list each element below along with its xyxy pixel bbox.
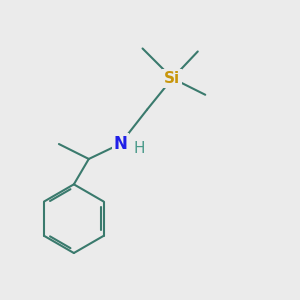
Text: H: H (134, 141, 145, 156)
Text: N: N (113, 135, 127, 153)
Text: Si: Si (164, 71, 181, 86)
